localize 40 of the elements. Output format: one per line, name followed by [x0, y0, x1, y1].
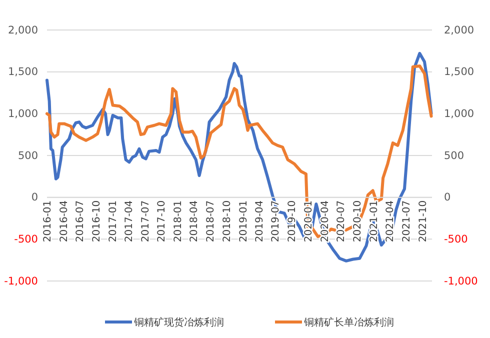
- x-tick-label: 2021-07: [401, 200, 412, 242]
- x-tick-label: 2016-04: [58, 200, 70, 242]
- x-tick-label: 2018-04: [189, 200, 200, 242]
- x-tick-label: 2021-01: [369, 200, 380, 242]
- y-tick-label: 0: [31, 192, 38, 204]
- x-tick-label: 2018-01: [173, 200, 184, 242]
- x-tick-label: 2017-07: [140, 200, 152, 242]
- y2-tick-label: -500: [444, 234, 468, 246]
- x-tick-label: 2021-04: [385, 200, 396, 242]
- y2-tick-label: -1,000: [444, 275, 478, 288]
- y-tick-label: 1,000: [8, 108, 38, 120]
- x-tick-label: 2020-04: [320, 200, 331, 242]
- x-tick-label: 2017-01: [108, 200, 119, 242]
- x-tick-label: 2018-07: [206, 200, 217, 242]
- x-tick-label: 2020-10: [352, 200, 364, 242]
- y2-tick-label: 0: [444, 192, 451, 204]
- x-tick-label: 2017-10: [156, 200, 168, 242]
- x-tick-label: 2019-10: [287, 200, 298, 242]
- x-tick-label: 2019-04: [254, 200, 266, 242]
- x-tick-label: 2021-10: [418, 200, 429, 242]
- y-tick-label: 1,500: [8, 66, 38, 78]
- y-tick-label: 2,000: [8, 24, 38, 36]
- y-tick-label: -1,000: [4, 275, 38, 288]
- y-tick-label: -500: [14, 234, 38, 246]
- x-tick-label: 2018-10: [222, 200, 233, 242]
- x-tick-label: 2019-07: [270, 200, 282, 242]
- x-tick-label: 2017-04: [124, 200, 136, 242]
- y2-tick-label: 1,000: [444, 108, 474, 120]
- y2-tick-label: 500: [444, 150, 464, 162]
- x-tick-label: 2016-07: [75, 200, 86, 242]
- y2-tick-label: 2,000: [444, 24, 474, 36]
- y2-tick-label: 1,500: [444, 66, 474, 78]
- y-tick-label: 500: [18, 150, 38, 162]
- x-tick-label: 2020-01: [304, 200, 315, 242]
- legend-label: 铜精矿现货冶炼利润: [133, 316, 224, 328]
- x-tick-label: 2016-10: [91, 200, 102, 242]
- legend-label: 铜精矿长单冶炼利润: [303, 316, 394, 328]
- x-tick-label: 2016-01: [42, 200, 54, 242]
- x-tick-label: 2019-01: [238, 200, 250, 242]
- x-tick-label: 2020-07: [336, 200, 348, 242]
